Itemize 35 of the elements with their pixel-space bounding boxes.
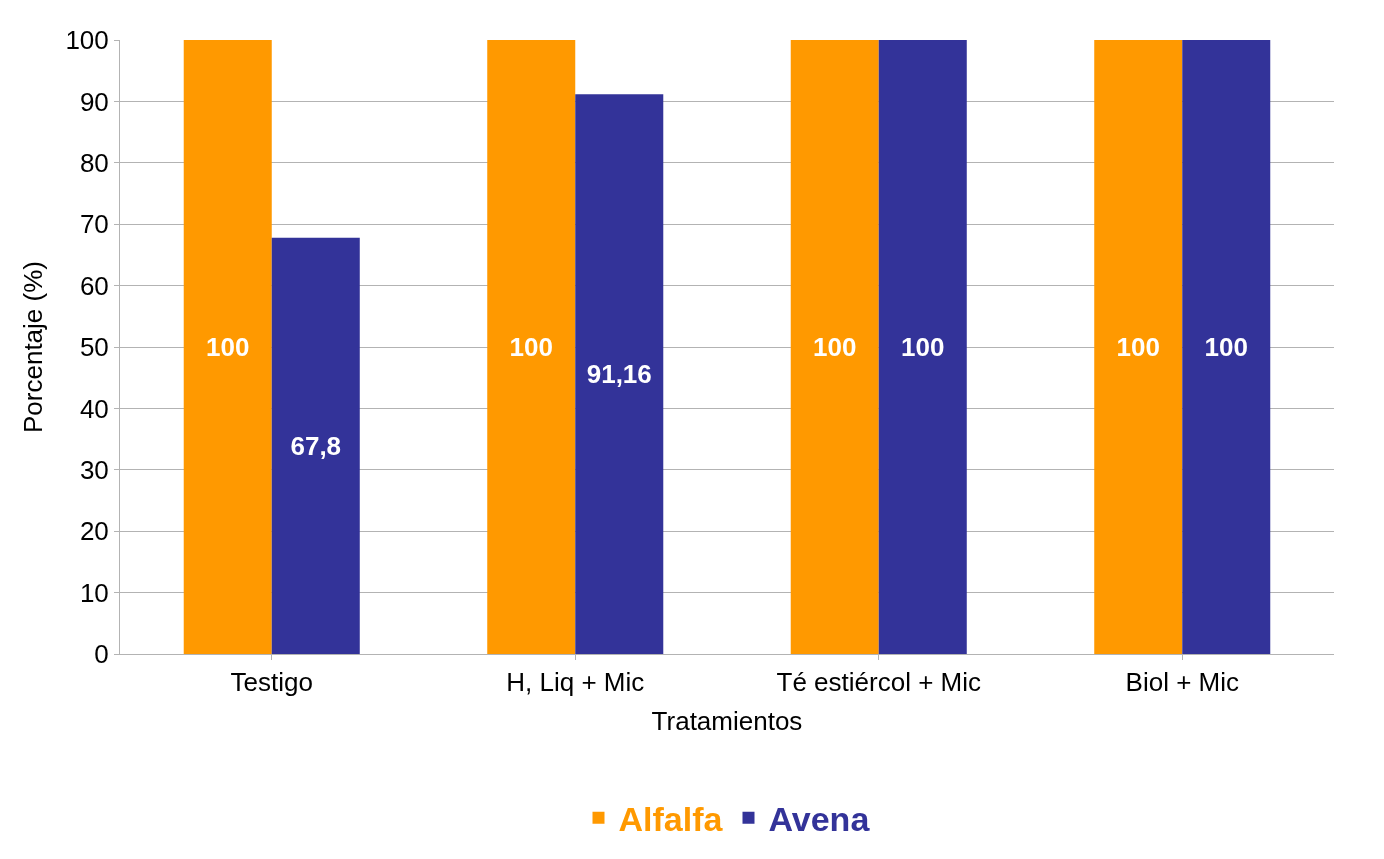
y-tick-label: 30: [79, 454, 109, 485]
y-tick-label: 10: [79, 577, 109, 608]
data-label: 67,8: [290, 430, 342, 461]
data-label: 100: [813, 332, 857, 362]
bar: [575, 94, 664, 654]
data-label: 91,16: [586, 359, 652, 390]
y-tick-label: 60: [79, 270, 109, 301]
y-tick-label: 70: [79, 209, 109, 240]
x-tick-label: Biol + Mic: [1125, 667, 1239, 698]
x-tick-label: H, Liq + Mic: [506, 667, 645, 698]
y-tick-label: 50: [79, 332, 109, 363]
x-tick-label: Testigo: [230, 667, 313, 698]
y-axis-title: Porcentaje (%): [17, 261, 48, 433]
y-tick-label: 100: [65, 25, 109, 56]
x-axis-title: Tratamientos: [651, 705, 803, 736]
y-tick-label: 0: [94, 639, 109, 670]
y-tick-label: 20: [79, 516, 109, 547]
bar: [183, 40, 272, 654]
x-tick-label: Té estiércol + Mic: [776, 667, 981, 698]
bar: [878, 40, 967, 654]
data-label: 100: [1116, 332, 1160, 362]
legend-label: Alfalfa: [618, 799, 724, 838]
bar: [1094, 40, 1183, 654]
data-label: 100: [901, 332, 945, 362]
bar: [271, 237, 360, 654]
y-tick-label: 90: [79, 86, 109, 117]
data-label: 100: [509, 332, 553, 362]
legend-label: Avena: [768, 799, 871, 838]
bar: [1182, 40, 1271, 654]
bar: [790, 40, 879, 654]
y-tick-label: 80: [79, 147, 109, 178]
y-tick-label: 40: [79, 393, 109, 424]
bar: [487, 40, 576, 654]
data-label: 100: [206, 332, 250, 362]
data-label: 100: [1204, 332, 1248, 362]
